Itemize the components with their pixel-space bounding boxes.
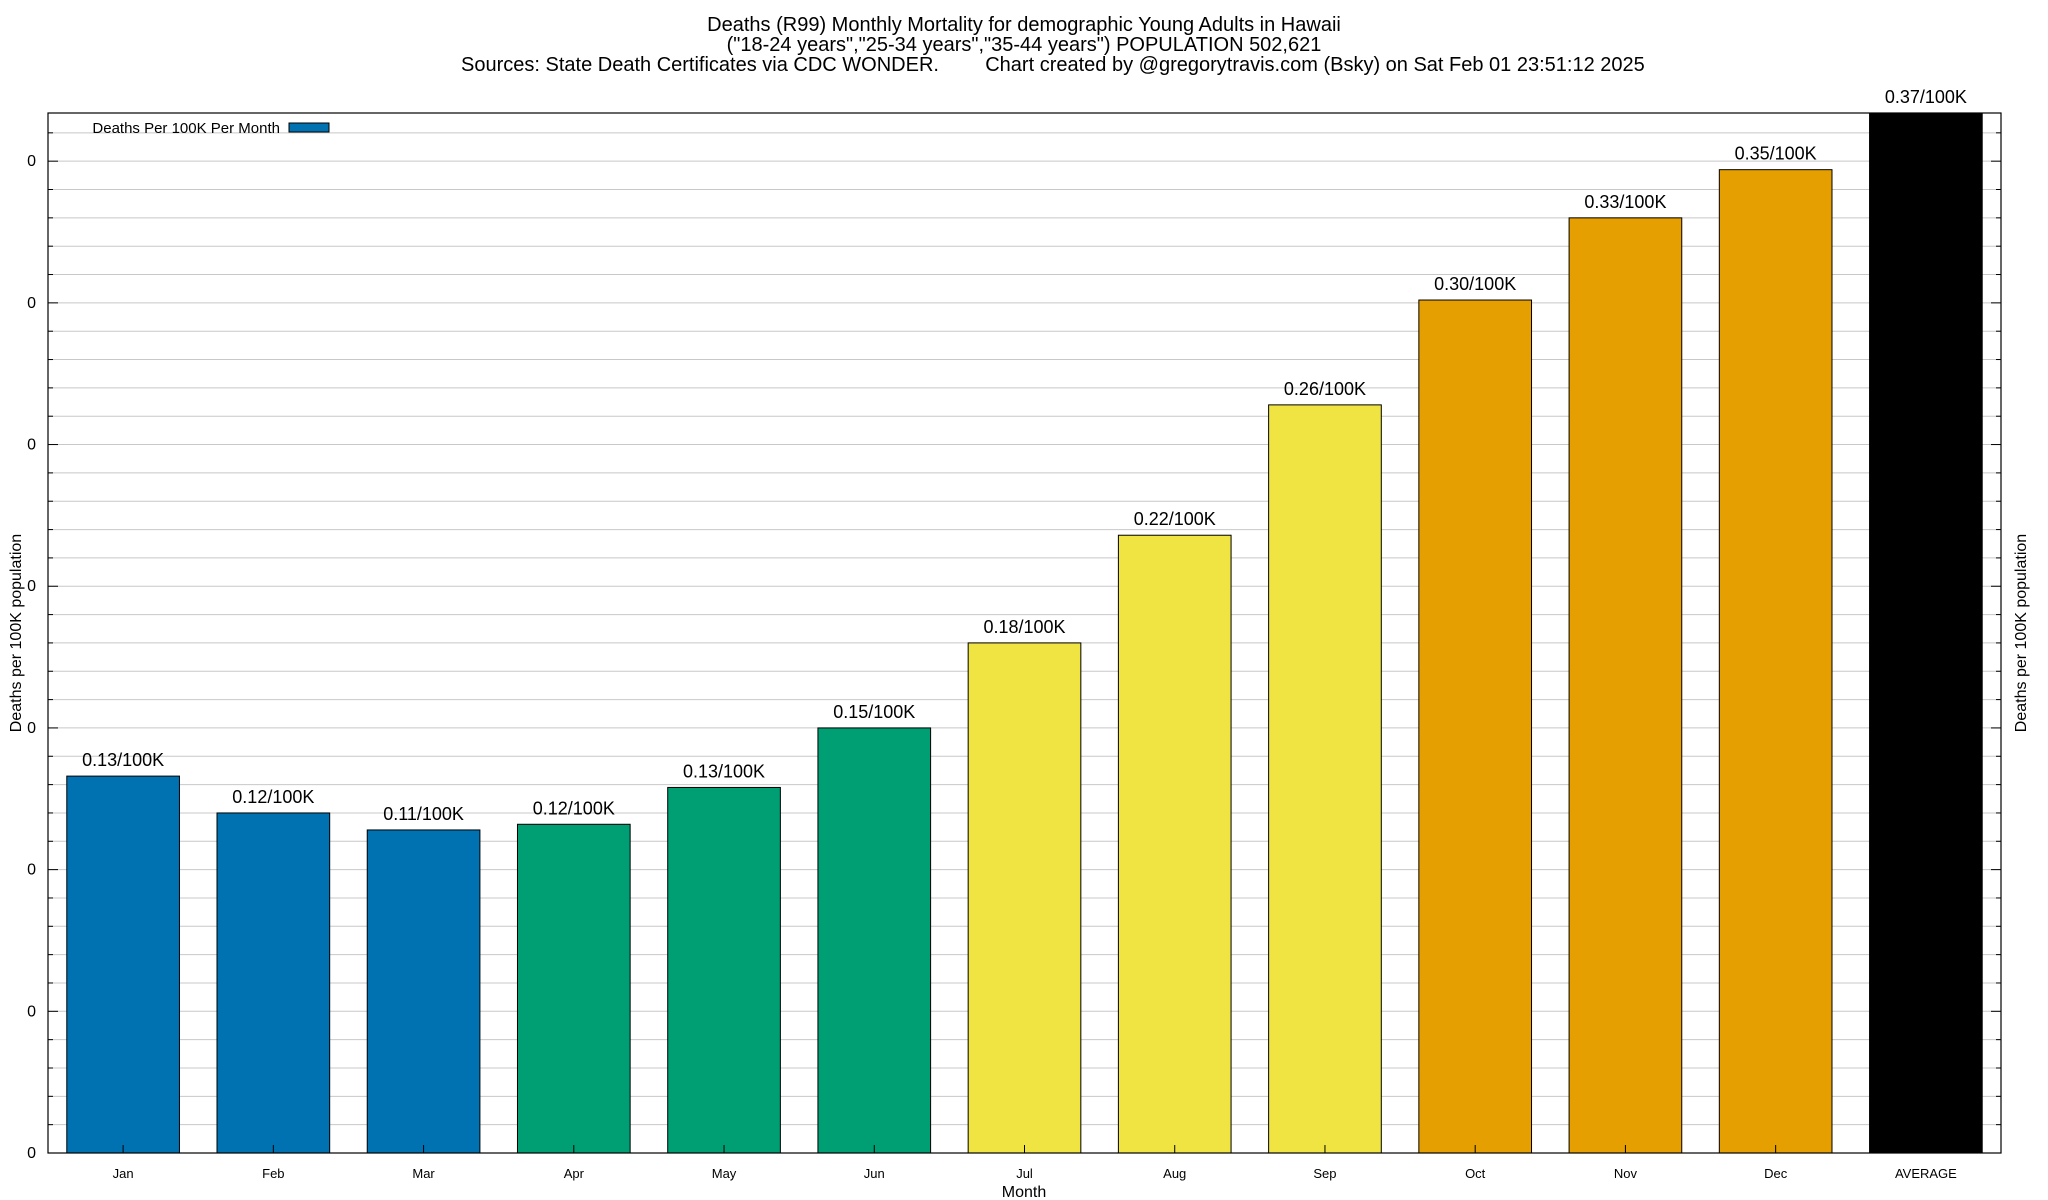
chart-title-line-1: Deaths (R99) Monthly Mortality for demog… [707,14,1341,36]
bar-jul [967,642,1082,1154]
y-tick-label: 0 [27,578,36,595]
bar-mar [366,829,481,1154]
legend: Deaths Per 100K Per Month [92,120,330,137]
ticks: 0 0 0 0 0 0 0 0 Jan Feb Mar Apr May Jun Jul Aug Sep Oct No… [27,132,2001,1181]
y-tick-label: 0 [27,1145,36,1162]
bar-nov [1568,217,1683,1154]
x-tick-label: Mar [412,1166,435,1181]
chart-sources: Sources: State Death Certificates via CD… [461,54,939,76]
y-tick-label: 0 [27,153,36,170]
bar-value-label: 0.22/100K [1134,509,1216,529]
y-tick-label: 0 [27,720,36,737]
x-tick-label: Oct [1465,1166,1486,1181]
bar-feb [216,812,331,1154]
chart-title-line-2: ("18-24 years","25-34 years","35-44 year… [727,34,1322,56]
bar-value-label: 0.15/100K [833,702,915,722]
bar-dec [1718,169,1833,1154]
y-axis-label: Deaths per 100K population [8,534,25,732]
chart-credit: Chart created by @gregorytravis.com (Bsk… [985,54,1645,76]
bar-may [667,786,781,1154]
bar-value-label: 0.26/100K [1284,379,1366,399]
bar-jan [66,775,180,1154]
bar-average [1869,112,1983,1154]
bar-value-label: 0.13/100K [82,750,164,770]
legend-swatch [288,122,330,133]
bar-value-label: 0.12/100K [533,798,615,818]
bar-sep [1268,404,1382,1154]
y-axis-label-right: Deaths per 100K population [2013,534,2030,732]
y-tick-label: 0 [27,437,36,454]
bar-oct [1418,299,1533,1154]
bar-jun [817,727,932,1154]
x-tick-label: Jan [113,1166,134,1181]
bar-value-label: 0.30/100K [1434,274,1516,294]
y-tick-label: 0 [27,862,36,879]
x-tick-label: Apr [564,1166,585,1181]
bar-value-label: 0.37/100K [1885,87,1967,107]
bar-apr [516,823,631,1154]
y-tick-label: 0 [27,1003,36,1020]
x-tick-label: Jul [1016,1166,1033,1181]
bar-value-label: 0.33/100K [1584,192,1666,212]
bar-value-label: 0.12/100K [232,787,314,807]
x-tick-label: Jun [864,1166,885,1181]
x-tick-label: May [712,1166,737,1181]
bar-aug [1117,534,1232,1154]
x-tick-label: Aug [1163,1166,1186,1181]
x-tick-label: Feb [262,1166,284,1181]
bars: 0.13/100K 0.12/100K 0.11/100K 0.12/100K 0.13… [66,87,1983,1154]
x-tick-label: Dec [1764,1166,1788,1181]
y-tick-label: 0 [27,295,36,312]
bar-value-label: 0.35/100K [1735,144,1817,164]
x-tick-label: Sep [1313,1166,1336,1181]
bar-value-label: 0.11/100K [383,804,464,824]
x-tick-label: AVERAGE [1895,1166,1957,1181]
x-axis-label: Month [1002,1184,1046,1200]
bar-value-label: 0.13/100K [683,761,765,781]
plot-frame [47,112,2002,1154]
x-tick-label: Nov [1614,1166,1638,1181]
bar-value-label: 0.18/100K [983,617,1065,637]
legend-label: Deaths Per 100K Per Month [92,120,280,137]
